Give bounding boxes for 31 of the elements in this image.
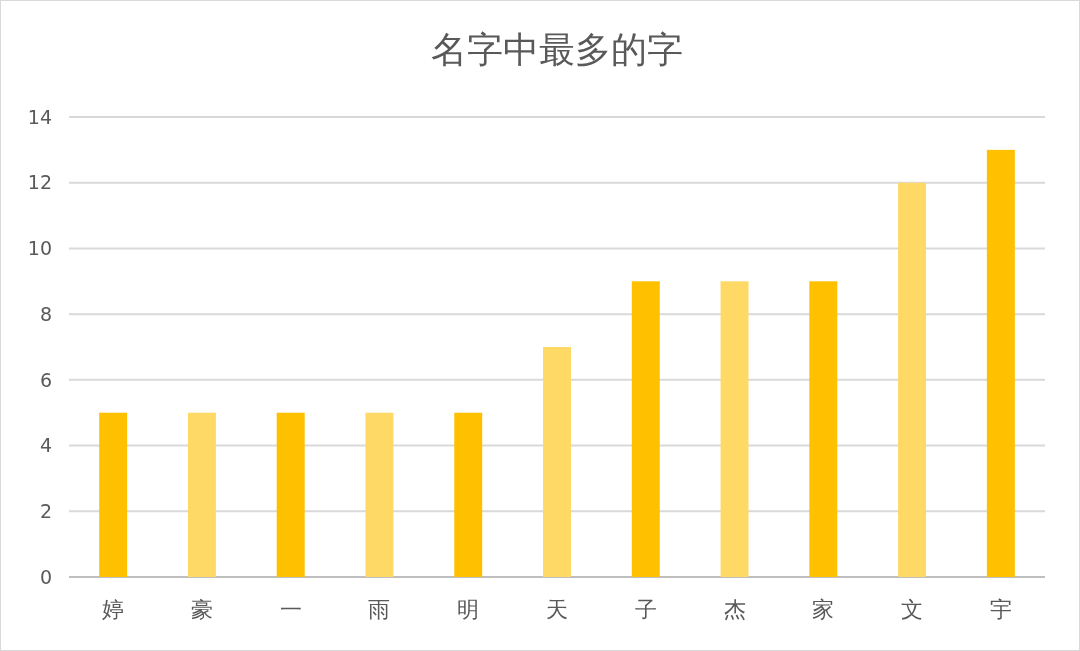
bar — [898, 182, 927, 577]
x-tick-label: 子 — [634, 597, 657, 622]
bar — [543, 347, 571, 577]
x-tick-label: 明 — [457, 597, 480, 622]
x-tick-label: 文 — [901, 597, 924, 622]
y-tick-label: 14 — [27, 105, 52, 128]
bar — [276, 412, 305, 577]
x-tick-label: 杰 — [723, 597, 746, 622]
y-tick-label: 8 — [39, 302, 52, 325]
bar — [809, 281, 838, 577]
x-tick-label: 宇 — [989, 597, 1012, 622]
bar — [986, 149, 1015, 577]
x-tick-label: 雨 — [368, 597, 391, 622]
x-tick-label: 一 — [279, 597, 302, 622]
y-tick-label: 12 — [27, 171, 52, 194]
y-tick-label: 10 — [27, 237, 52, 260]
x-tick-label: 天 — [546, 597, 568, 622]
y-tick-label: 6 — [39, 368, 52, 391]
bar — [631, 281, 660, 577]
y-tick-label: 2 — [39, 499, 52, 522]
x-tick-label: 豪 — [190, 597, 213, 622]
bar — [365, 412, 394, 577]
chart-title: 名字中最多的字 — [431, 29, 683, 70]
bar — [99, 412, 128, 577]
bar — [720, 281, 749, 577]
bar — [187, 412, 216, 577]
x-tick-label: 婷 — [102, 597, 125, 622]
y-tick-label: 0 — [39, 565, 52, 588]
x-tick-label: 家 — [812, 597, 835, 622]
y-tick-label: 4 — [39, 434, 52, 457]
bar — [454, 412, 483, 577]
